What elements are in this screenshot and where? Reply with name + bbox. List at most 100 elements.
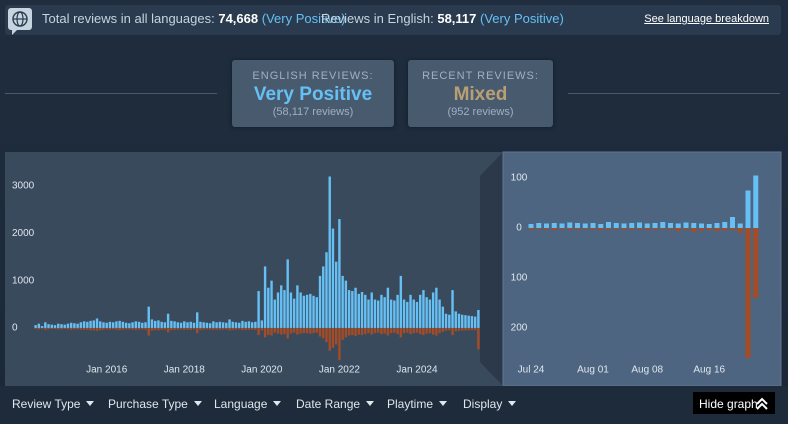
bar <box>644 223 650 228</box>
hide-graph-button[interactable]: Hide graph <box>693 392 775 414</box>
bar <box>331 228 335 328</box>
bar <box>376 327 380 333</box>
bar <box>166 327 170 333</box>
bar <box>399 327 403 338</box>
bar <box>567 228 573 230</box>
bar <box>699 223 704 228</box>
bar <box>551 223 557 228</box>
filter-dropdown[interactable]: Display <box>463 397 516 411</box>
bar <box>79 327 83 330</box>
bar <box>57 323 60 328</box>
bar <box>637 222 642 228</box>
bar <box>431 292 435 328</box>
bar <box>273 299 276 328</box>
bar <box>753 175 759 228</box>
bar <box>467 327 470 331</box>
bar <box>208 327 212 330</box>
divider <box>568 93 780 94</box>
bar <box>325 327 328 343</box>
bar <box>683 222 689 228</box>
bar <box>53 327 57 329</box>
box-heading: RECENT REVIEWS: <box>422 70 539 82</box>
bar <box>86 327 89 330</box>
bar <box>567 222 573 228</box>
filter-dropdown[interactable]: Purchase Type <box>108 397 202 411</box>
bar <box>598 228 604 230</box>
box-count: (58,117 reviews) <box>272 106 354 118</box>
bar <box>652 228 658 230</box>
bar <box>428 299 432 328</box>
bar <box>409 327 412 335</box>
bar <box>428 327 432 334</box>
y-tick-label: 100 <box>511 173 528 184</box>
bar <box>141 322 144 328</box>
bar <box>393 327 396 333</box>
bar <box>334 327 338 345</box>
filter-dropdown[interactable]: Playtime <box>387 397 447 411</box>
bar <box>92 327 95 331</box>
bar <box>364 294 367 328</box>
bar <box>409 294 412 328</box>
total-rating: (Very Positive) <box>261 11 346 26</box>
bar <box>376 300 380 328</box>
bar <box>92 320 95 328</box>
bar <box>50 327 53 329</box>
bar <box>373 299 377 328</box>
bar <box>454 311 457 328</box>
bar <box>63 327 66 329</box>
bar <box>111 327 115 330</box>
bar <box>637 228 642 229</box>
filter-dropdown[interactable]: Date Range <box>296 397 374 411</box>
bar <box>47 327 50 330</box>
bar <box>50 324 53 328</box>
bar <box>199 327 202 330</box>
y-tick-label: 200 <box>511 323 528 334</box>
bar <box>196 327 199 334</box>
language-breakdown-link[interactable]: See language breakdown <box>644 13 769 25</box>
bar <box>157 320 160 328</box>
bar <box>276 327 280 334</box>
bar <box>244 321 247 328</box>
bar <box>347 327 351 336</box>
bar <box>221 327 225 330</box>
bar <box>173 327 176 330</box>
bar <box>134 321 138 328</box>
bar <box>192 327 196 330</box>
bar <box>745 190 751 228</box>
bar <box>115 327 118 330</box>
bar <box>66 327 70 330</box>
bar <box>205 322 209 328</box>
panel <box>5 152 502 386</box>
bar <box>254 321 257 328</box>
bar <box>451 290 454 328</box>
bar <box>144 327 147 330</box>
bar <box>559 228 565 229</box>
bar <box>173 321 176 328</box>
bar <box>186 327 189 330</box>
bar <box>344 280 348 328</box>
bar <box>60 327 63 330</box>
x-tick-label: Jan 2018 <box>164 365 206 376</box>
filter-dropdown[interactable]: Review Type <box>12 397 94 411</box>
bar <box>360 327 364 336</box>
filter-dropdown[interactable]: Language <box>214 397 281 411</box>
bar <box>63 324 66 328</box>
bar <box>575 228 580 230</box>
bar <box>412 327 415 334</box>
bar <box>461 327 464 331</box>
bar <box>286 259 289 328</box>
bar <box>714 223 720 228</box>
bar <box>89 327 92 331</box>
bar <box>102 327 105 330</box>
bar <box>260 320 264 328</box>
bar <box>302 327 306 334</box>
bar <box>69 327 73 330</box>
bar <box>95 318 99 328</box>
bar <box>338 327 341 361</box>
bar <box>37 327 41 330</box>
bar <box>153 327 157 331</box>
bar <box>170 327 173 331</box>
bar <box>322 327 325 339</box>
bar <box>73 323 76 328</box>
